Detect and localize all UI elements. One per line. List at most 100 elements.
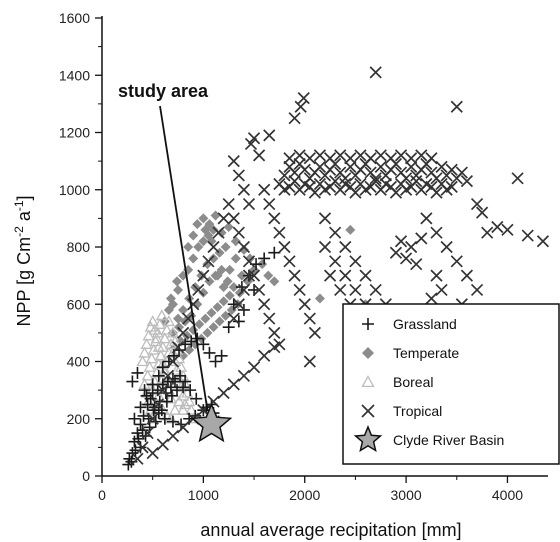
data-point-tropical [237, 183, 251, 196]
data-point-tropical [394, 149, 408, 162]
data-point-tropical [334, 149, 347, 162]
data-point-tropical [288, 166, 301, 179]
data-point-tropical [481, 226, 494, 239]
data-point-tropical [253, 149, 266, 162]
data-point-temperate [228, 282, 239, 293]
data-point-tropical [501, 223, 514, 236]
data-point-tropical [323, 152, 337, 165]
data-point-temperate [183, 242, 194, 252]
data-point-tropical [288, 112, 301, 125]
data-point-tropical [369, 66, 382, 79]
data-point-tropical [405, 152, 418, 165]
x-tick-label: 4000 [492, 487, 523, 503]
data-point-temperate [212, 270, 223, 281]
data-point-boreal [168, 403, 182, 415]
data-point-temperate [200, 313, 211, 324]
data-point-temperate [206, 307, 217, 318]
annotation-group: study area [118, 81, 233, 443]
data-point-tropical [394, 235, 408, 248]
data-point-boreal [138, 346, 151, 358]
legend-label: Boreal [393, 374, 433, 390]
data-point-tropical [369, 172, 382, 185]
data-point-tropical [278, 240, 291, 254]
data-point-tropical [405, 240, 418, 254]
data-point-tropical [313, 149, 327, 162]
data-point-temperate [178, 350, 189, 361]
data-point-tropical [217, 386, 230, 400]
data-point-tropical [192, 283, 205, 297]
data-point-tropical [207, 240, 220, 254]
data-point-boreal [166, 326, 180, 338]
axes-group: 0 1000 2000 3000 4000 0 200 400 600 800 1000 1200 14… [59, 10, 548, 503]
data-point-temperate [345, 224, 356, 235]
data-point-grassland [140, 389, 153, 402]
study-area-annotation: study area [118, 81, 209, 101]
data-point-temperate [210, 210, 221, 221]
data-point-tropical [294, 100, 307, 113]
data-point-boreal [155, 309, 168, 321]
data-point-tropical [131, 452, 144, 465]
data-point-temperate [192, 219, 203, 230]
data-point-tropical [425, 152, 438, 165]
data-point-tropical [511, 172, 524, 185]
data-point-tropical [171, 341, 185, 354]
data-point-boreal [145, 352, 158, 364]
data-point-temperate [178, 304, 189, 315]
data-point-tropical [232, 169, 245, 182]
data-point-grassland [179, 375, 192, 388]
legend-marker-temperate [362, 347, 374, 359]
data-point-tropical [146, 446, 159, 460]
data-point-temperate [202, 327, 213, 338]
data-point-tropical [435, 283, 448, 297]
data-point-tropical [318, 212, 332, 225]
data-point-temperate [314, 293, 325, 304]
data-point-tropical [273, 226, 286, 239]
data-point-tropical [389, 246, 403, 259]
data-point-tropical [253, 283, 266, 297]
data-point-tropical [161, 369, 174, 382]
data-point-temperate [188, 253, 199, 264]
y-axis-title-end: ] [14, 195, 34, 200]
data-point-tropical [293, 283, 306, 297]
data-point-grassland [128, 412, 141, 425]
data-point-tropical [263, 312, 276, 325]
data-point-tropical [425, 292, 438, 305]
data-point-tropical [212, 226, 225, 239]
data-point-tropical [430, 226, 443, 239]
data-point-boreal [147, 343, 160, 355]
data-point-tropical [242, 269, 256, 282]
legend: Grassland Temperate Boreal Tropical Clyde Ri… [342, 303, 560, 465]
data-point-boreal [142, 329, 155, 341]
y-axis-title-mid: a [14, 210, 34, 226]
data-point-tropical [450, 255, 463, 268]
data-point-temperate [216, 227, 227, 238]
x-axis-title: annual average recipitation [mm] [200, 520, 461, 540]
data-point-tropical [247, 361, 261, 374]
legend-label: Clyde River Basin [393, 432, 504, 448]
data-point-boreal [172, 395, 186, 407]
data-point-tropical [476, 206, 489, 219]
data-point-temperate [193, 242, 204, 252]
data-point-tropical [445, 180, 458, 193]
data-point-tropical [258, 298, 271, 311]
data-point-boreal [156, 340, 169, 352]
data-point-boreal [154, 349, 167, 361]
data-point-temperate [174, 322, 185, 333]
data-point-tropical [303, 312, 316, 325]
y-axis-title-sup1: -2 [12, 226, 26, 237]
y-tick-label: 1600 [59, 10, 90, 26]
y-tick-label: 200 [67, 411, 91, 427]
data-point-tropical [151, 398, 164, 411]
data-point-grassland [203, 346, 216, 359]
data-point-tropical [313, 160, 327, 173]
data-point-tropical [430, 186, 443, 199]
data-point-grassland [158, 412, 171, 425]
data-point-temperate [269, 276, 280, 287]
data-point-tropical [344, 152, 357, 165]
y-tick-label: 0 [82, 468, 90, 484]
data-point-tropical [293, 149, 306, 162]
data-point-tropical [389, 186, 403, 199]
data-point-grassland [171, 384, 184, 397]
data-point-tropical [420, 212, 433, 225]
y-tick-label: 800 [67, 239, 91, 255]
